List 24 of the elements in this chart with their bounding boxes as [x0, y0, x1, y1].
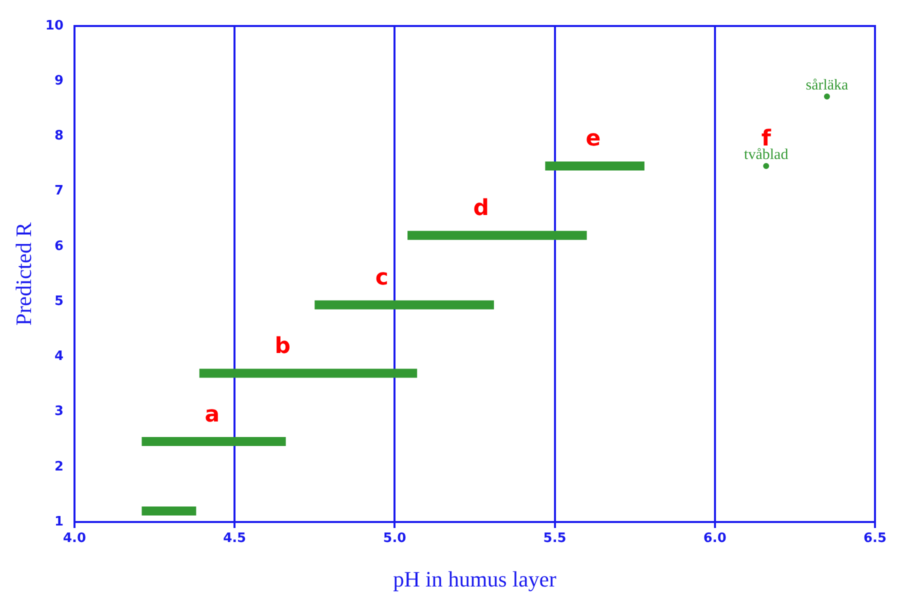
annotation: c [375, 266, 388, 291]
y-axis-title: Predicted R [10, 222, 36, 326]
x-tick-label: 5.5 [543, 531, 566, 546]
y-tick-label: 5 [54, 294, 64, 309]
annotation: d [473, 196, 490, 222]
y-tick-label: 10 [45, 18, 64, 34]
y-tick-label: 4 [54, 349, 64, 364]
y-tick-label: 6 [54, 238, 64, 254]
x-axis-title: pH in humus layer [393, 566, 557, 592]
y-tick-label: 2 [54, 459, 64, 474]
y-tick-label: 3 [54, 404, 64, 420]
series-label: sårläka [806, 77, 849, 94]
x-tick-label: 4.0 [62, 531, 86, 546]
y-tick-label: 7 [54, 184, 64, 199]
annotation: b [274, 334, 290, 359]
annotation: a [204, 402, 220, 428]
x-tick-label: 5.0 [383, 531, 406, 546]
y-tick-label: 1 [54, 514, 64, 530]
x-tick-label: 6.0 [703, 531, 726, 546]
x-tick-label: 6.5 [863, 531, 887, 546]
annotation: e [586, 126, 601, 152]
y-tick-label: 8 [54, 128, 64, 144]
y-tick-label: 9 [54, 73, 64, 88]
x-tick-label: 4.5 [223, 531, 246, 546]
